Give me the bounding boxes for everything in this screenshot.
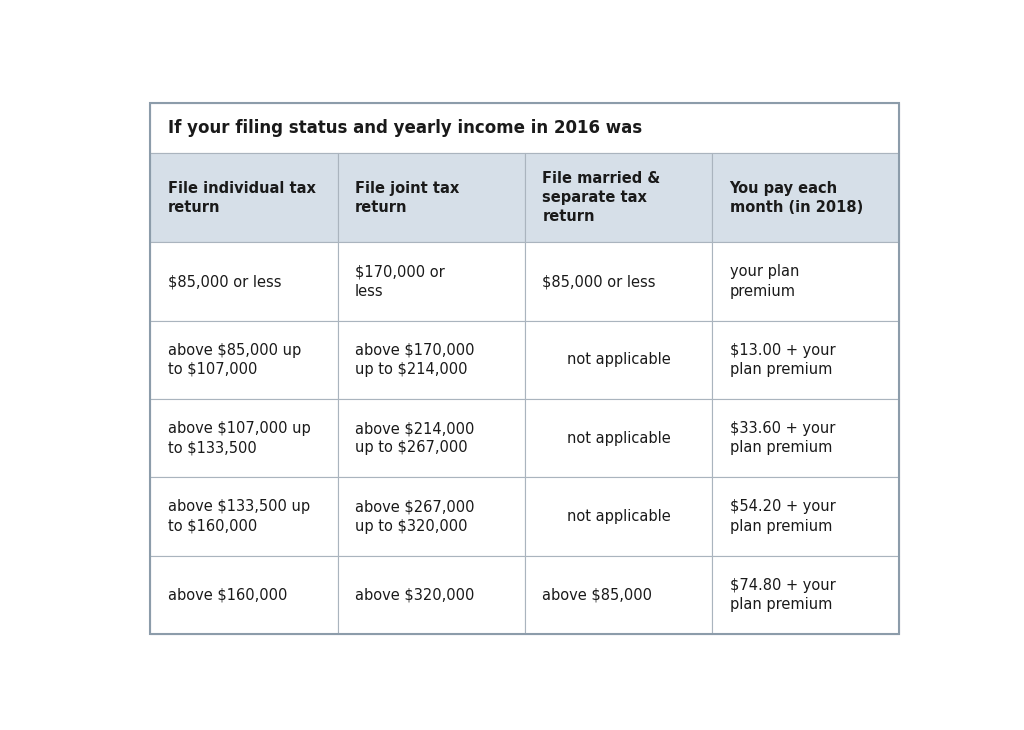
Bar [524, 399, 712, 477]
Bar [524, 556, 712, 634]
Text: $33.60 + your
plan premium: $33.60 + your plan premium [729, 421, 835, 456]
Bar [338, 477, 524, 556]
Text: $74.80 + your
plan premium: $74.80 + your plan premium [729, 577, 836, 612]
Text: $170,000 or
less: $170,000 or less [355, 264, 444, 299]
Bar [151, 399, 338, 477]
Text: above $170,000
up to $214,000: above $170,000 up to $214,000 [355, 343, 474, 377]
Bar [151, 153, 338, 242]
Text: above $133,500 up
to $160,000: above $133,500 up to $160,000 [168, 499, 310, 534]
Bar [712, 556, 899, 634]
Bar [712, 399, 899, 477]
Bar [338, 320, 524, 399]
Bar [712, 153, 899, 242]
Text: above $214,000
up to $267,000: above $214,000 up to $267,000 [355, 421, 474, 456]
Text: If your filing status and yearly income in 2016 was: If your filing status and yearly income … [168, 119, 642, 137]
Text: You pay each
month (in 2018): You pay each month (in 2018) [729, 181, 863, 215]
Text: not applicable: not applicable [566, 509, 671, 524]
Text: $54.20 + your
plan premium: $54.20 + your plan premium [729, 499, 836, 534]
Text: above $267,000
up to $320,000: above $267,000 up to $320,000 [355, 499, 474, 534]
Bar [524, 477, 712, 556]
Text: above $85,000 up
to $107,000: above $85,000 up to $107,000 [168, 343, 301, 377]
Bar [712, 320, 899, 399]
Text: $13.00 + your
plan premium: $13.00 + your plan premium [729, 343, 836, 377]
Text: not applicable: not applicable [566, 353, 671, 367]
Text: above $85,000: above $85,000 [543, 588, 652, 602]
Text: File individual tax
return: File individual tax return [168, 181, 315, 215]
Text: File married &
separate tax
return: File married & separate tax return [543, 171, 660, 225]
Text: your plan
premium: your plan premium [729, 264, 799, 299]
Bar [712, 477, 899, 556]
Bar [338, 399, 524, 477]
Bar [151, 556, 338, 634]
Text: not applicable: not applicable [566, 431, 671, 445]
Text: above $160,000: above $160,000 [168, 588, 287, 602]
Text: above $320,000: above $320,000 [355, 588, 474, 602]
Bar [524, 320, 712, 399]
Bar [338, 556, 524, 634]
Bar [338, 153, 524, 242]
Text: File joint tax
return: File joint tax return [355, 181, 459, 215]
Bar [338, 242, 524, 320]
Bar [151, 320, 338, 399]
Bar [524, 242, 712, 320]
Text: $85,000 or less: $85,000 or less [543, 274, 655, 289]
Bar [151, 104, 899, 153]
Text: above $107,000 up
to $133,500: above $107,000 up to $133,500 [168, 421, 310, 456]
Bar [712, 242, 899, 320]
Bar [151, 242, 338, 320]
Text: $85,000 or less: $85,000 or less [168, 274, 282, 289]
Bar [524, 153, 712, 242]
Bar [151, 477, 338, 556]
